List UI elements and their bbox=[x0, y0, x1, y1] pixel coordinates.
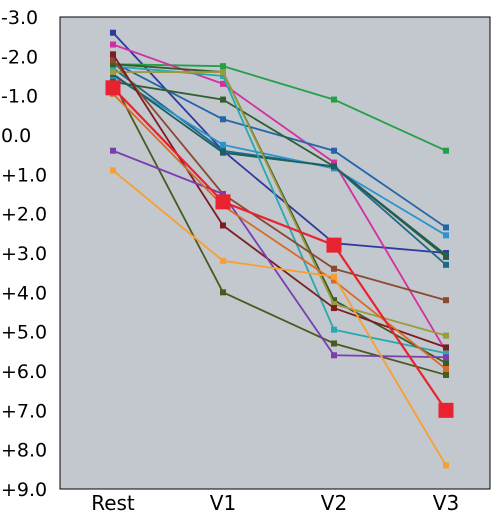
data-point bbox=[443, 332, 449, 339]
series bbox=[110, 147, 449, 361]
series bbox=[110, 69, 449, 339]
x-category-label: V2 bbox=[321, 491, 347, 515]
data-point bbox=[220, 63, 226, 70]
y-tick-label: -3.0 bbox=[1, 7, 38, 29]
series-line bbox=[112, 65, 447, 355]
series bbox=[105, 80, 454, 418]
data-point bbox=[110, 61, 116, 68]
data-point bbox=[220, 73, 226, 79]
series bbox=[110, 167, 449, 469]
y-tick-label: +1.0 bbox=[1, 164, 47, 186]
plot-area bbox=[59, 16, 491, 490]
data-point bbox=[331, 96, 337, 103]
y-tick-label: +7.0 bbox=[1, 400, 47, 422]
data-point bbox=[443, 224, 449, 231]
series-line bbox=[113, 71, 447, 337]
data-point bbox=[110, 29, 116, 36]
series-line bbox=[112, 73, 447, 256]
x-category-label: V1 bbox=[210, 491, 236, 515]
data-point bbox=[331, 301, 337, 308]
y-tick-label: +8.0 bbox=[1, 440, 47, 462]
data-point bbox=[443, 147, 449, 154]
data-point bbox=[110, 41, 116, 48]
data-point bbox=[110, 51, 116, 58]
data-point bbox=[443, 354, 449, 361]
series-line bbox=[112, 169, 447, 466]
data-point bbox=[215, 194, 231, 210]
data-point bbox=[220, 69, 226, 76]
data-point bbox=[443, 344, 449, 351]
data-point bbox=[443, 297, 449, 304]
data-point bbox=[110, 147, 116, 154]
y-tick-label: -1.0 bbox=[1, 86, 38, 108]
series-line bbox=[112, 75, 447, 237]
data-point bbox=[331, 163, 337, 170]
data-point bbox=[220, 116, 226, 123]
data-point bbox=[443, 261, 449, 268]
data-point bbox=[331, 277, 337, 284]
series-line bbox=[112, 63, 447, 152]
data-point bbox=[331, 147, 337, 154]
data-point bbox=[443, 366, 449, 373]
y-tick-label: 0.0 bbox=[1, 125, 31, 147]
data-point bbox=[220, 80, 226, 87]
data-point bbox=[220, 96, 226, 103]
series-line bbox=[112, 87, 447, 411]
data-point bbox=[438, 402, 454, 418]
y-tick-label: +6.0 bbox=[1, 361, 47, 383]
data-point bbox=[220, 149, 226, 156]
x-category-label: Rest bbox=[91, 491, 135, 515]
data-point bbox=[110, 57, 116, 64]
data-point bbox=[443, 232, 449, 239]
y-tick-label: +2.0 bbox=[1, 204, 47, 226]
data-point bbox=[105, 80, 121, 96]
data-point bbox=[443, 350, 449, 357]
data-point bbox=[331, 326, 337, 333]
data-point bbox=[220, 289, 226, 296]
data-point bbox=[110, 69, 116, 76]
data-point bbox=[331, 352, 337, 359]
data-point bbox=[110, 167, 116, 174]
data-point bbox=[443, 371, 449, 378]
data-point bbox=[331, 340, 337, 347]
data-point bbox=[326, 237, 342, 253]
data-point bbox=[220, 191, 226, 197]
y-tick-label: +9.0 bbox=[1, 479, 47, 501]
data-point bbox=[331, 159, 337, 166]
y-tick-label: +5.0 bbox=[1, 322, 47, 344]
y-tick-label: +4.0 bbox=[1, 282, 47, 304]
data-point bbox=[331, 273, 337, 280]
series-line bbox=[112, 81, 447, 376]
data-point bbox=[220, 141, 226, 148]
x-category-label: V3 bbox=[433, 491, 459, 515]
data-point bbox=[331, 297, 337, 304]
data-point bbox=[331, 265, 337, 272]
series-line bbox=[112, 43, 447, 352]
data-point bbox=[220, 257, 226, 264]
series-line bbox=[112, 149, 447, 359]
series-line bbox=[112, 59, 447, 302]
y-tick-label: +3.0 bbox=[1, 243, 47, 265]
data-point bbox=[443, 360, 449, 367]
y-tick-label: -2.0 bbox=[1, 46, 38, 68]
data-point bbox=[220, 222, 226, 229]
data-point bbox=[443, 251, 449, 258]
series-line bbox=[112, 93, 447, 370]
data-point bbox=[443, 462, 449, 469]
data-point bbox=[331, 305, 337, 312]
